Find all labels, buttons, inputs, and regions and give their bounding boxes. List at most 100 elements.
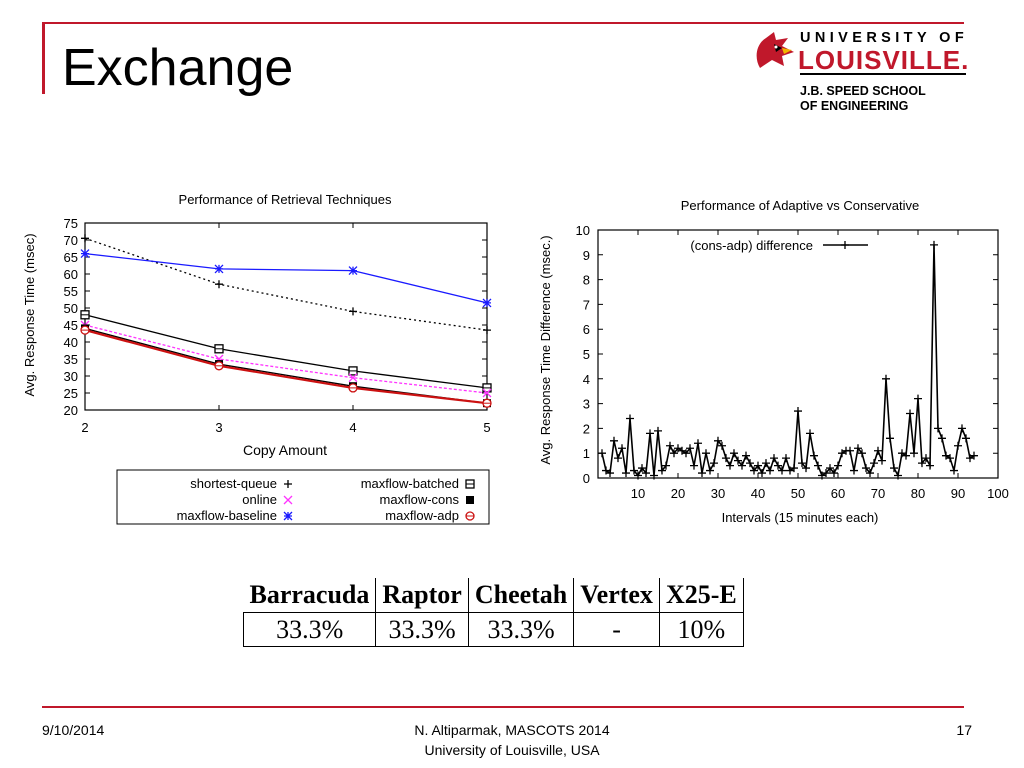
chart2-point (962, 434, 970, 443)
chart2-point (654, 426, 662, 435)
chart2-point (638, 464, 646, 473)
chart1-series-line-maxflow-baseline (84, 252, 488, 304)
chart1-point-online (348, 373, 358, 383)
chart2-point (750, 466, 758, 475)
chart2-y-tick-label: 10 (576, 223, 590, 238)
title-accent-rule (42, 22, 964, 24)
chart2-point (854, 444, 862, 453)
chart1-series-line-maxflow-cons (84, 327, 488, 404)
chart2-point (958, 424, 966, 433)
chart2-xlabel: Intervals (15 minutes each) (722, 510, 879, 525)
chart1-y-tick-label: 20 (64, 403, 78, 418)
retrieval-techniques-chart: Performance of Retrieval Techniques Copy… (22, 192, 492, 525)
chart2-point (894, 471, 902, 480)
chart2-plot-frame (597, 229, 999, 479)
chart2-point (642, 469, 650, 478)
chart2-ylabel: Avg. Response Time Difference (msec.) (538, 235, 553, 464)
chart2-point (890, 464, 898, 473)
chart2-point (878, 456, 886, 465)
chart2-y-tick-label: 6 (583, 322, 590, 337)
chart2-point (950, 466, 958, 475)
chart1-point-maxflow-adp (80, 325, 90, 335)
chart2-point (694, 439, 702, 448)
chart2-point (746, 459, 754, 468)
table-row: 33.3% 33.3% 33.3% - 10% (242, 612, 744, 647)
chart1-legend-label: maxflow-cons (380, 492, 460, 507)
chart1-legend-label: online (242, 492, 277, 507)
chart1-x-tick-label: 5 (483, 420, 490, 435)
chart2-point (626, 414, 634, 423)
chart2-point (850, 466, 858, 475)
chart2-point (714, 436, 722, 445)
chart1-legend-label: shortest-queue (190, 476, 277, 491)
logo-line-louisville: LOUISVILLE. (798, 45, 970, 75)
chart2-x-tick-label: 20 (671, 486, 685, 501)
chart1-y-tick-label: 30 (64, 369, 78, 384)
table-header-cell: Vertex (573, 578, 660, 613)
chart2-point (810, 451, 818, 460)
chart2-point (690, 461, 698, 470)
chart2-point (822, 469, 830, 478)
chart2-point (774, 461, 782, 470)
chart2-point (722, 454, 730, 463)
table-header-cell: Raptor (375, 578, 469, 613)
chart1-point-maxflow-batched (214, 344, 224, 354)
chart2-x-tick-label: 90 (951, 486, 965, 501)
chart2-point (738, 461, 746, 470)
chart2-point (946, 454, 954, 463)
logo-line-engineering: OF ENGINEERING (800, 99, 909, 113)
chart2-point (726, 461, 734, 470)
logo-rule (800, 73, 966, 75)
chart1-legend-marker (283, 495, 293, 505)
chart1-legend-marker (465, 511, 475, 521)
chart2-point (934, 424, 942, 433)
chart2-x-tick-label: 70 (871, 486, 885, 501)
chart2-y-tick-label: 1 (583, 446, 590, 461)
chart1-point-maxflow-adp (482, 398, 492, 408)
chart2-y-tick-label: 8 (583, 273, 590, 288)
chart2-point (830, 469, 838, 478)
chart1-series-line-online (84, 324, 488, 394)
table-cell: 33.3% (242, 612, 376, 647)
chart1-y-tick-label: 65 (64, 250, 78, 265)
chart2-point (618, 444, 626, 453)
chart2-y-tick-label: 2 (583, 421, 590, 436)
table-header-cell: X25-E (658, 578, 744, 613)
chart2-point (814, 461, 822, 470)
chart1-xlabel: Copy Amount (243, 442, 327, 458)
chart2-point (670, 449, 678, 458)
chart2-y-tick-label: 4 (583, 372, 590, 387)
chart2-y-tick-label: 9 (583, 248, 590, 263)
chart2-point (682, 449, 690, 458)
footer-date: 9/10/2014 (42, 722, 105, 738)
chart2-point (902, 451, 910, 460)
chart2-point (734, 456, 742, 465)
chart2-point (858, 449, 866, 458)
chart1-x-tick-label: 2 (81, 420, 88, 435)
chart2-legend-marker (841, 241, 849, 249)
chart2-point (698, 469, 706, 478)
chart2-point (790, 464, 798, 473)
chart1-point-shortest-queue (483, 326, 491, 335)
footer-affiliation: University of Louisville, USA (424, 742, 600, 758)
chart2-y-tick-label: 5 (583, 347, 590, 362)
chart2-point (662, 461, 670, 470)
chart1-ylabel: Avg. Response Time (msec) (22, 233, 37, 396)
ssd-exchange-table: Barracuda Raptor Cheetah Vertex X25-E 33… (242, 578, 744, 647)
chart1-point-maxflow-baseline (482, 298, 492, 308)
chart2-point (798, 459, 806, 468)
table-header-row: Barracuda Raptor Cheetah Vertex X25-E (243, 578, 744, 613)
chart1-x-tick-label: 3 (215, 420, 222, 435)
chart1-plot-frame (84, 222, 488, 411)
slide-title: Exchange (62, 39, 294, 97)
chart1-point-maxflow-batched (482, 383, 492, 393)
chart1-y-tick-label: 70 (64, 233, 78, 248)
chart2-point (870, 459, 878, 468)
chart1-legend-marker (283, 511, 293, 521)
chart2-point (742, 451, 750, 460)
chart1-point-shortest-queue (215, 280, 223, 289)
chart2-point (938, 434, 946, 443)
chart2-point (886, 434, 894, 443)
chart2-point (630, 466, 638, 475)
chart1-legend-marker (284, 480, 292, 488)
